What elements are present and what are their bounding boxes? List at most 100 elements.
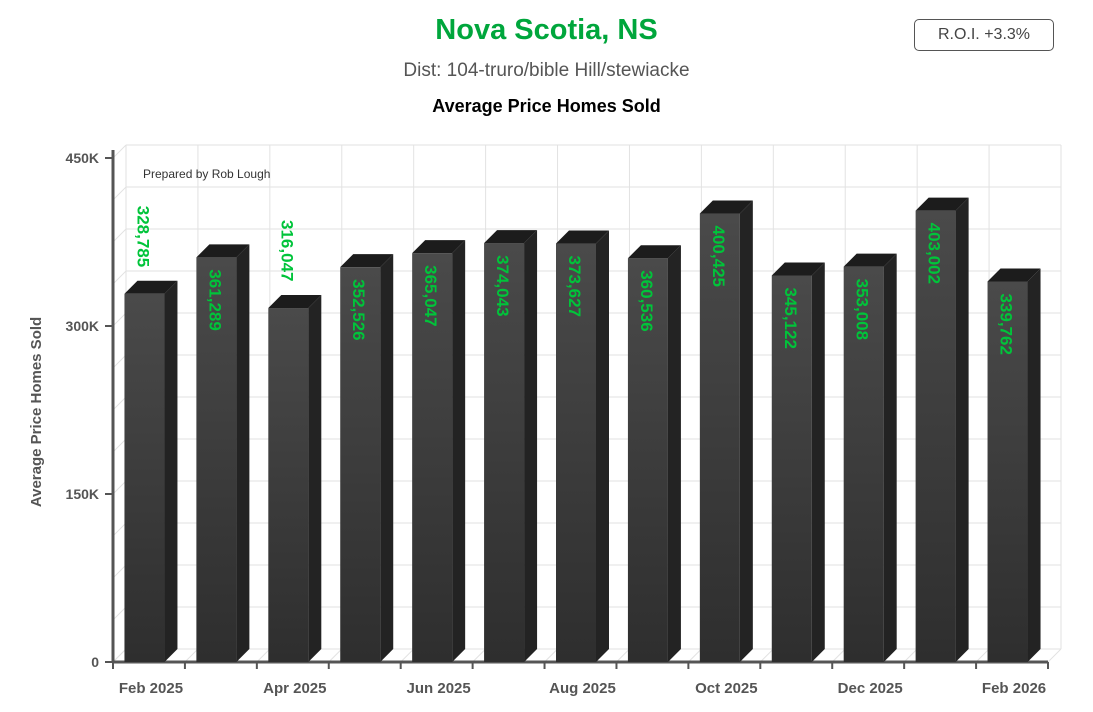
x-tick-label: Oct 2025 xyxy=(695,680,758,697)
bar xyxy=(124,280,178,662)
bar-front xyxy=(412,253,453,663)
chart-subtitle: Dist: 104-truro/bible Hill/stewiacke xyxy=(403,60,690,81)
bar-top xyxy=(843,253,897,267)
bar-top xyxy=(915,197,969,211)
bar-top xyxy=(124,280,178,294)
bar-front xyxy=(196,257,237,662)
grid-line-side xyxy=(112,312,127,327)
bar-front xyxy=(915,210,956,662)
y-axis-title: Average Price Homes Sold xyxy=(28,317,45,507)
bar-top xyxy=(340,254,394,268)
bar xyxy=(268,295,322,662)
bar-front xyxy=(484,243,525,662)
data-label: 403,002 xyxy=(925,223,944,284)
data-label: 400,425 xyxy=(709,226,728,287)
bar-front xyxy=(556,243,596,662)
data-label: 316,047 xyxy=(277,220,296,281)
bar-side xyxy=(524,230,538,662)
bar-front xyxy=(124,293,165,662)
x-tick-label: Jun 2025 xyxy=(407,680,471,697)
data-labels: 328,785 361,289 316,047 352,526 365,047 374,0… xyxy=(133,206,1015,355)
data-label: 360,536 xyxy=(637,270,656,331)
y-tick-label: 450K xyxy=(66,150,99,166)
bar-top xyxy=(627,245,681,259)
bar-top xyxy=(699,200,753,214)
bar-front xyxy=(627,258,668,662)
bar-side xyxy=(164,280,178,662)
bar-front xyxy=(699,213,740,663)
bar-front xyxy=(843,266,884,662)
bar-side xyxy=(236,244,250,662)
bar-side xyxy=(452,240,466,663)
grid-line-floor xyxy=(544,648,558,663)
grid-line-floor xyxy=(256,648,271,663)
bar-side xyxy=(596,230,609,662)
bar-side xyxy=(308,295,322,662)
y-tick-label: 300K xyxy=(66,318,99,334)
roi-badge: R.O.I. +3.3% xyxy=(914,19,1054,51)
grid-line-side xyxy=(112,438,127,453)
bars xyxy=(124,197,1041,663)
axes: 0 150K 300K 450K Feb 2025 Apr 2025 Jun 2025 Aug… xyxy=(66,150,1049,697)
x-tick-label: Feb 2026 xyxy=(982,680,1046,697)
bar-side xyxy=(1027,268,1041,662)
bar-side xyxy=(739,200,753,663)
bar-top xyxy=(412,240,466,254)
bar-top xyxy=(484,230,538,244)
bar-side xyxy=(667,245,681,662)
bar xyxy=(556,230,609,662)
grid-line-side xyxy=(112,606,127,621)
bar xyxy=(340,254,394,662)
data-label: 373,627 xyxy=(565,256,584,317)
grid-line-floor xyxy=(616,648,630,663)
bar xyxy=(412,240,466,663)
grid-line-side xyxy=(112,186,127,201)
data-label: 361,289 xyxy=(205,269,224,330)
grid-line-side xyxy=(112,144,127,159)
bar-front xyxy=(268,308,309,662)
grid-line-floor xyxy=(472,648,486,663)
grid-line-floor xyxy=(400,648,415,663)
prepared-by-annotation: Prepared by Rob Lough xyxy=(143,167,270,181)
bar-front xyxy=(340,267,381,662)
bar-front xyxy=(771,275,812,662)
data-label: 353,008 xyxy=(853,279,872,340)
bar xyxy=(627,245,681,662)
y-tick-label: 150K xyxy=(66,486,99,502)
grid-line-floor xyxy=(112,648,127,663)
data-label: 374,043 xyxy=(493,255,512,316)
grid-line-floor xyxy=(831,648,846,663)
bar-side xyxy=(811,262,825,662)
grid-line-side xyxy=(112,480,127,495)
bar-top xyxy=(196,244,250,258)
data-label: 339,762 xyxy=(997,293,1016,354)
grid-line-side xyxy=(112,270,127,285)
grid-line-floor xyxy=(903,648,918,663)
data-label: 352,526 xyxy=(349,279,368,340)
bar-side xyxy=(955,197,969,662)
grid-line-floor xyxy=(328,648,343,663)
bar xyxy=(843,253,897,662)
bar xyxy=(915,197,969,662)
bar-side xyxy=(380,254,394,662)
bar xyxy=(771,262,825,662)
bar xyxy=(196,244,250,662)
x-tick-label: Apr 2025 xyxy=(263,680,326,697)
bar-top xyxy=(771,262,825,276)
x-tick-label: Aug 2025 xyxy=(549,680,616,697)
x-tick-label: Dec 2025 xyxy=(838,680,903,697)
chart-heading: Average Price Homes Sold xyxy=(432,96,661,116)
data-label: 328,785 xyxy=(133,206,152,267)
grid-line-floor xyxy=(759,648,774,663)
grid-line-floor xyxy=(975,648,990,663)
grid-line-side xyxy=(112,396,127,411)
bar-top xyxy=(268,295,322,309)
chart-title: Nova Scotia, NS xyxy=(435,14,658,46)
grid-line-side xyxy=(112,564,127,579)
bar xyxy=(987,268,1041,662)
y-tick-label: 0 xyxy=(91,654,99,670)
grid-line-floor xyxy=(1047,648,1062,663)
bar-front xyxy=(987,281,1028,662)
bar xyxy=(484,230,538,662)
